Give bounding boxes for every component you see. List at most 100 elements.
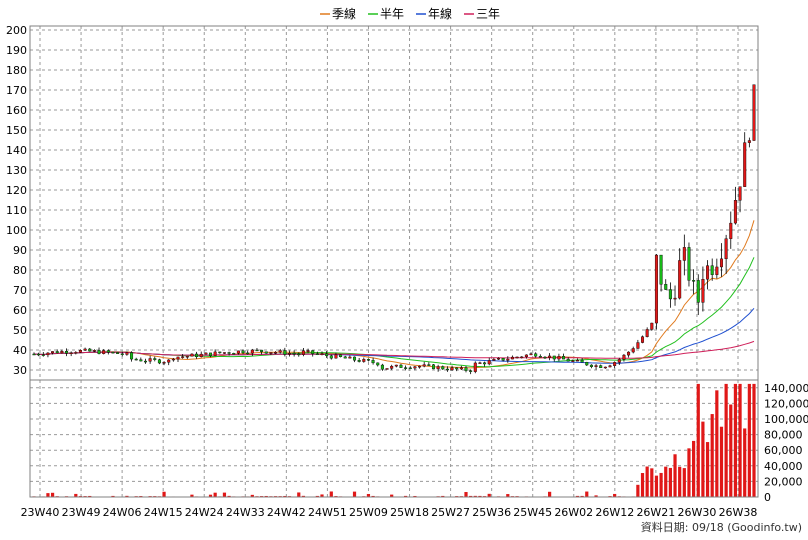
candle-body-53 xyxy=(278,350,282,353)
volume-bar-88 xyxy=(441,495,445,497)
price-tick-170: 170 xyxy=(6,84,27,97)
candle-body-49 xyxy=(260,349,264,352)
volume-bar-119 xyxy=(585,491,589,497)
volume-bar-69 xyxy=(352,491,357,497)
volume-bar-61 xyxy=(315,495,319,497)
volume-bar-131 xyxy=(640,473,645,497)
legend-label-1: 半年 xyxy=(380,7,404,21)
candle-body-154 xyxy=(747,140,751,143)
candle-body-40 xyxy=(218,351,222,354)
candle-body-155 xyxy=(752,84,756,141)
volume-bar-96 xyxy=(478,495,482,497)
candle-body-34 xyxy=(190,353,194,357)
volume-bar-142 xyxy=(692,440,696,497)
x-tick-13: 26W02 xyxy=(554,506,593,519)
candle-body-45 xyxy=(241,350,245,354)
candle-body-128 xyxy=(627,351,631,356)
candle-body-48 xyxy=(255,349,259,352)
volume-bar-50 xyxy=(264,495,268,497)
volume-bar-125 xyxy=(613,493,617,497)
candle-body-82 xyxy=(413,366,417,369)
volume-bar-154 xyxy=(747,383,751,497)
price-tick-160: 160 xyxy=(6,104,27,117)
candle-body-1 xyxy=(37,353,41,356)
price-tick-110: 110 xyxy=(6,204,27,217)
plot-frame xyxy=(29,25,759,498)
candle-body-72 xyxy=(366,359,370,361)
candle-body-149 xyxy=(724,238,728,260)
candle-body-4 xyxy=(51,351,55,354)
legend-label-0: 季線 xyxy=(332,6,356,21)
volume-bar-82 xyxy=(413,495,417,497)
volume-tick-5: 100,000 xyxy=(764,413,808,426)
volume-bar-137 xyxy=(668,467,672,497)
volume-bar-62 xyxy=(320,494,324,497)
price-tick-50: 50 xyxy=(13,324,27,337)
volume-bar-146 xyxy=(710,414,714,497)
candle-body-143 xyxy=(696,280,700,303)
x-tick-6: 24W42 xyxy=(267,506,306,519)
candle-body-129 xyxy=(631,348,635,353)
candle-body-121 xyxy=(594,365,598,367)
candle-body-102 xyxy=(506,358,510,361)
plot-border xyxy=(29,25,759,498)
x-tick-0: 23W40 xyxy=(21,506,60,519)
volume-bar-102 xyxy=(506,494,510,497)
candle-body-54 xyxy=(283,350,287,355)
candle-body-94 xyxy=(469,370,473,372)
volume-bar-135 xyxy=(659,472,663,497)
candle-body-61 xyxy=(315,353,319,355)
volume-bar-93 xyxy=(464,492,468,497)
candle-body-80 xyxy=(404,367,408,369)
volume-bar-153 xyxy=(743,428,747,497)
volume-bar-95 xyxy=(473,495,477,497)
candle-body-59 xyxy=(306,350,310,352)
price-tick-200: 200 xyxy=(6,24,27,37)
candle-body-18 xyxy=(116,352,120,354)
candle-body-95 xyxy=(473,362,477,372)
ma-line-3 xyxy=(33,340,755,359)
volume-bar-17 xyxy=(111,495,115,497)
volume-tick-0: 0 xyxy=(764,491,771,504)
x-axis-ticks: 23W40 23W49 24W06 24W15 24W24 24W33 24W42 24W51… xyxy=(21,506,758,519)
candle-body-137 xyxy=(668,289,672,300)
candle-body-127 xyxy=(622,354,626,360)
x-tick-10: 25W27 xyxy=(431,506,470,519)
candle-body-69 xyxy=(353,356,357,361)
candle-body-144 xyxy=(701,279,705,303)
candle-body-88 xyxy=(441,366,445,370)
candle-body-120 xyxy=(589,364,593,367)
candle-body-92 xyxy=(459,367,463,370)
candle-body-119 xyxy=(585,362,589,366)
volume-bar-139 xyxy=(678,466,682,497)
candle-body-74 xyxy=(376,362,380,366)
candle-body-141 xyxy=(687,247,691,281)
volume-bar-155 xyxy=(752,383,756,497)
candle-body-23 xyxy=(139,359,143,362)
candle-body-21 xyxy=(130,352,134,360)
price-tick-150: 150 xyxy=(6,124,27,137)
volume-bars xyxy=(32,383,756,497)
volume-bar-121 xyxy=(594,495,598,497)
volume-bar-138 xyxy=(673,454,677,497)
price-grid xyxy=(30,26,758,497)
volume-bar-143 xyxy=(696,383,700,497)
volume-bar-136 xyxy=(664,466,668,497)
candle-body-87 xyxy=(436,366,440,370)
candle-body-22 xyxy=(134,358,138,361)
volume-tick-6: 120,000 xyxy=(764,397,808,410)
volume-bar-130 xyxy=(636,484,640,497)
price-tick-120: 120 xyxy=(6,184,27,197)
volume-tick-4: 80,000 xyxy=(764,429,803,442)
candle-body-97 xyxy=(483,362,487,365)
ma-line-1 xyxy=(33,257,755,368)
candle-body-110 xyxy=(543,356,547,359)
volume-bar-4 xyxy=(50,492,55,497)
candle-body-67 xyxy=(343,356,347,359)
candle-body-20 xyxy=(125,352,129,355)
candle-body-5 xyxy=(55,351,59,354)
volume-tick-2: 40,000 xyxy=(764,460,803,473)
candle-body-35 xyxy=(195,353,199,358)
candle-body-86 xyxy=(431,364,435,370)
candle-body-99 xyxy=(492,358,496,361)
